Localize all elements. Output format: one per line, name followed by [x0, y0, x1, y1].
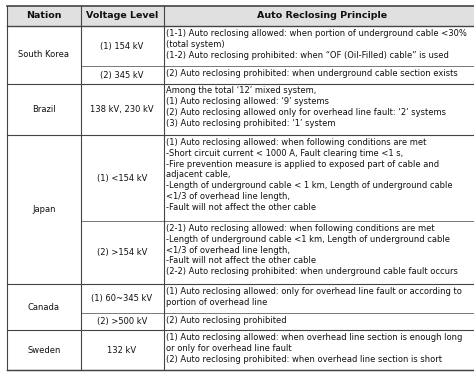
Text: Auto Reclosing Principle: Auto Reclosing Principle [257, 11, 387, 20]
Text: (2-1) Auto reclosing allowed: when following conditions are met
-Length of under: (2-1) Auto reclosing allowed: when follo… [166, 224, 458, 276]
Text: Among the total ‘12’ mixed system,
(1) Auto reclosing allowed: ‘9’ systems
(2) A: Among the total ‘12’ mixed system, (1) A… [166, 86, 447, 128]
Text: Nation: Nation [26, 11, 62, 20]
Text: (1) 60~345 kV: (1) 60~345 kV [91, 294, 153, 303]
Text: (2) >154 kV: (2) >154 kV [97, 248, 147, 257]
Text: Canada: Canada [28, 303, 60, 312]
Text: (2) >500 kV: (2) >500 kV [97, 317, 147, 326]
Text: (1) <154 kV: (1) <154 kV [97, 174, 147, 183]
Text: Sweden: Sweden [27, 346, 61, 355]
Text: 132 kV: 132 kV [108, 346, 137, 355]
Text: (1) Auto reclosing allowed: only for overhead line fault or according to
portion: (1) Auto reclosing allowed: only for ove… [166, 287, 462, 307]
Bar [7, 6, 474, 26]
Text: 138 kV, 230 kV: 138 kV, 230 kV [90, 105, 154, 114]
Text: (1) Auto reclosing allowed: when following conditions are met
-Short circuit cur: (1) Auto reclosing allowed: when followi… [166, 138, 453, 212]
Text: South Korea: South Korea [18, 50, 69, 59]
Text: Voltage Level: Voltage Level [86, 11, 158, 20]
Text: (2) Auto reclosing prohibited: (2) Auto reclosing prohibited [166, 316, 287, 325]
Text: (1-1) Auto reclosing allowed: when portion of underground cable <30%
(total syst: (1-1) Auto reclosing allowed: when porti… [166, 29, 467, 60]
Text: Japan: Japan [32, 205, 55, 214]
Text: (2) Auto reclosing prohibited: when underground cable section exists: (2) Auto reclosing prohibited: when unde… [166, 69, 458, 78]
Text: (2) 345 kV: (2) 345 kV [100, 71, 144, 80]
Text: (1) 154 kV: (1) 154 kV [100, 42, 144, 51]
Text: (1) Auto reclosing allowed: when overhead line section is enough long
or only fo: (1) Auto reclosing allowed: when overhea… [166, 333, 463, 364]
Text: Brazil: Brazil [32, 105, 55, 114]
